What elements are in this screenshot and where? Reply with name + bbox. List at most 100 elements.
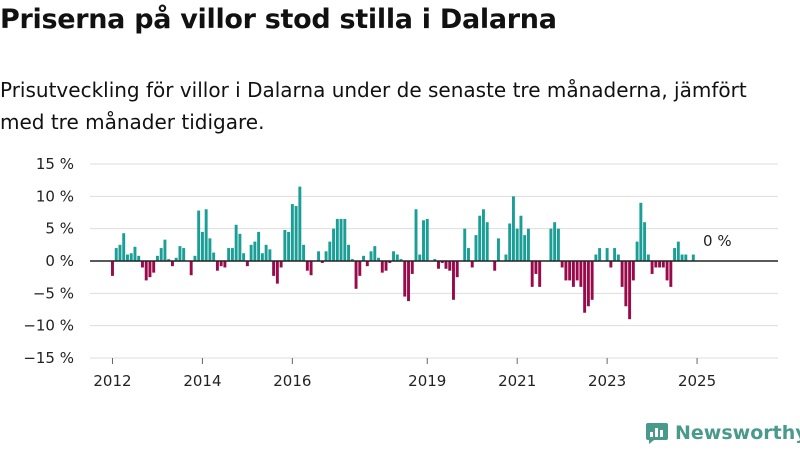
bar xyxy=(598,248,602,261)
bar xyxy=(174,257,178,261)
newsworthy-logo-icon xyxy=(646,423,668,444)
bar xyxy=(680,254,684,261)
bar xyxy=(377,257,380,261)
bar xyxy=(407,261,410,302)
bar xyxy=(586,261,590,307)
bar xyxy=(560,261,564,268)
bar xyxy=(215,261,219,271)
x-tick-label: 2012 xyxy=(93,372,131,390)
bar xyxy=(309,261,313,276)
bar xyxy=(511,196,515,261)
bar xyxy=(691,254,695,261)
bar xyxy=(530,261,534,287)
bar xyxy=(553,222,557,261)
bar xyxy=(242,253,246,261)
bar xyxy=(549,228,553,261)
bar xyxy=(433,259,437,261)
bar xyxy=(133,246,137,261)
bar xyxy=(665,261,669,281)
bar xyxy=(669,261,673,287)
x-tick-label: 2016 xyxy=(273,372,311,390)
bar xyxy=(129,253,133,261)
bar xyxy=(425,218,429,261)
chart-title: Priserna på villor stod stilla i Dalarna xyxy=(0,4,557,35)
bar xyxy=(523,235,527,261)
bar xyxy=(208,238,212,261)
bar xyxy=(526,228,530,261)
bar xyxy=(395,254,399,261)
x-axis-ticks: 2012 2014 2016 2019 2021 2023 2025 xyxy=(93,358,716,390)
bar xyxy=(620,261,624,287)
bar xyxy=(414,209,418,261)
bar xyxy=(631,261,635,281)
gridlines xyxy=(90,163,778,359)
y-tick-label: 0 % xyxy=(45,252,74,270)
brand-logo: Newsworthy xyxy=(645,420,800,446)
bar xyxy=(137,255,141,261)
bar xyxy=(388,261,392,263)
bar xyxy=(508,223,512,261)
bar xyxy=(538,261,542,287)
bar xyxy=(646,254,650,261)
bar xyxy=(639,202,643,261)
bar xyxy=(324,251,328,261)
bar xyxy=(332,228,336,261)
bar xyxy=(298,186,302,261)
bar xyxy=(238,233,242,261)
bar xyxy=(339,218,343,261)
bar xyxy=(152,261,156,273)
bar xyxy=(467,248,470,261)
bar xyxy=(170,261,174,267)
bar xyxy=(197,210,201,261)
bar xyxy=(470,261,474,268)
bar xyxy=(193,255,197,261)
bar xyxy=(350,259,354,261)
bar xyxy=(422,220,425,261)
bar xyxy=(178,246,182,261)
bar xyxy=(594,254,598,261)
x-tick-label: 2025 xyxy=(678,372,716,390)
y-tick-label: −15 % xyxy=(23,349,74,367)
bar xyxy=(613,248,617,261)
bar xyxy=(260,253,264,261)
bar xyxy=(362,255,366,261)
bar xyxy=(482,209,485,261)
bar xyxy=(347,244,351,261)
bar xyxy=(253,241,257,261)
bar xyxy=(658,261,662,268)
bar xyxy=(200,231,204,261)
bar xyxy=(358,261,362,276)
bar xyxy=(283,229,287,261)
bar xyxy=(463,228,467,261)
bar xyxy=(369,251,373,261)
bar xyxy=(643,222,647,261)
bar xyxy=(189,261,193,276)
bar xyxy=(212,252,216,261)
bar xyxy=(534,261,538,274)
bar xyxy=(437,261,440,269)
bar xyxy=(148,261,152,278)
bar xyxy=(410,261,414,274)
x-tick-label: 2019 xyxy=(408,372,446,390)
bar xyxy=(452,261,455,300)
x-tick-label: 2021 xyxy=(498,372,536,390)
bar xyxy=(556,228,560,261)
y-tick-label: 10 % xyxy=(36,187,74,205)
bar xyxy=(493,261,497,271)
bar xyxy=(144,261,148,281)
bar xyxy=(287,231,291,261)
bar xyxy=(365,261,369,267)
bar xyxy=(654,261,658,268)
bar xyxy=(159,248,163,261)
bar xyxy=(496,238,500,261)
bar xyxy=(403,261,407,297)
bar xyxy=(163,239,167,261)
bar xyxy=(474,235,478,261)
bar xyxy=(234,224,238,261)
bar xyxy=(122,233,126,261)
bar xyxy=(126,254,129,261)
bar xyxy=(272,261,276,276)
bar xyxy=(440,261,444,263)
bar xyxy=(624,261,628,307)
